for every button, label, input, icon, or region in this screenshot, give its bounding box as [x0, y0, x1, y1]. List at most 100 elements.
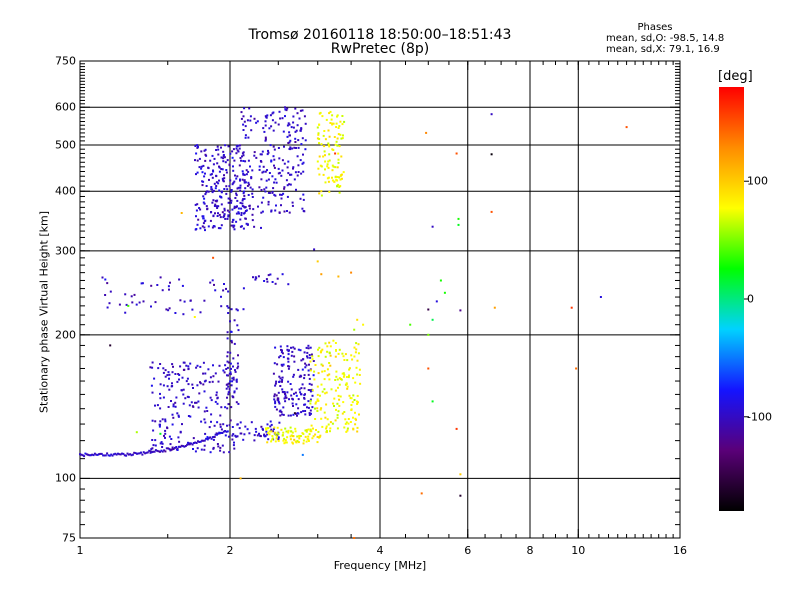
echo-point-o — [249, 115, 252, 118]
echo-point-o — [172, 416, 175, 419]
echo-point-o — [297, 398, 300, 401]
echo-point-o — [312, 360, 315, 362]
echo-point-o — [187, 365, 190, 368]
echo-point-o — [229, 419, 232, 422]
echo-point-o — [118, 453, 121, 456]
echo-point-o — [106, 306, 109, 309]
echo-point-o — [162, 371, 165, 374]
echo-point-o — [273, 164, 275, 167]
echo-point-o — [231, 221, 234, 223]
echo-point-o — [279, 193, 281, 196]
echo-point-o — [81, 454, 84, 457]
echo-point-o — [121, 452, 123, 455]
echo-point-o — [270, 428, 273, 431]
echo-point-o — [239, 225, 242, 228]
echo-point-o — [236, 199, 239, 202]
echo-point-o — [230, 341, 233, 344]
echo-point-o — [217, 205, 220, 208]
echo-point-o — [226, 159, 229, 162]
echo-point-x — [277, 439, 280, 442]
echo-point-x — [276, 431, 279, 434]
echo-point-o — [297, 348, 300, 351]
echo-point-x — [352, 416, 354, 419]
y-axis-label: Stationary phase Virtual Height [km] — [37, 210, 51, 414]
echo-point-o — [239, 201, 242, 204]
echo-point-x — [326, 165, 329, 168]
echo-point-o — [133, 451, 136, 454]
echo-point-o — [286, 195, 289, 198]
echo-point-x — [347, 418, 350, 420]
echo-point-x — [333, 405, 335, 407]
echo-point-o — [199, 208, 202, 211]
echo-point-o — [158, 423, 161, 426]
echo-point-o — [157, 367, 160, 370]
echo-point-o — [282, 406, 285, 409]
echo-point-o — [287, 122, 290, 125]
echo-point-o — [203, 410, 206, 413]
echo-point-o — [274, 400, 277, 403]
echo-point-o — [201, 171, 204, 174]
echo-point-x — [317, 399, 320, 402]
echo-point-outlier — [193, 316, 196, 318]
echo-point-o — [264, 435, 267, 438]
echo-point-o — [249, 119, 252, 122]
echo-point-x — [323, 378, 326, 381]
echo-point-o — [295, 188, 297, 191]
echo-point-o — [296, 155, 299, 158]
echo-point-o — [229, 179, 232, 182]
echo-point-o — [244, 206, 247, 209]
echo-point-o — [281, 380, 283, 383]
echo-point-o — [159, 392, 161, 395]
echo-point-o — [292, 413, 295, 416]
echo-point-o — [159, 383, 162, 386]
echo-point-x — [321, 425, 324, 428]
echo-point-x — [337, 133, 340, 136]
echo-point-x — [341, 115, 344, 117]
echo-point-o — [191, 308, 194, 311]
echo-point-x — [353, 399, 356, 401]
echo-point-x — [287, 431, 290, 434]
echo-point-o — [212, 364, 214, 367]
echo-point-o — [299, 197, 302, 200]
echo-point-o — [171, 382, 173, 385]
echo-point-o — [204, 193, 207, 196]
echo-point-o — [204, 432, 207, 435]
echo-point-o — [309, 409, 312, 412]
echo-point-o — [234, 174, 236, 177]
echo-point-o — [243, 194, 246, 197]
echo-point-o — [264, 124, 267, 127]
echo-point-o — [289, 139, 292, 142]
echo-point-o — [249, 186, 252, 189]
echo-point-x — [321, 348, 324, 351]
echo-point-x — [357, 343, 360, 346]
x-tick-label: 2 — [226, 544, 234, 557]
echo-point-o — [178, 278, 181, 281]
echo-point-o — [203, 149, 206, 152]
echo-point-x — [334, 342, 337, 344]
echo-point-x — [340, 137, 343, 140]
echo-point-o — [222, 155, 225, 158]
echo-point-o — [270, 423, 273, 426]
echo-point-o — [215, 205, 218, 208]
echo-point-o — [198, 392, 201, 395]
echo-point-o — [209, 451, 212, 454]
echo-point-o — [200, 420, 203, 423]
echo-point-o — [216, 402, 219, 405]
echo-point-o — [212, 446, 215, 449]
echo-point-o — [159, 397, 162, 400]
echo-point-o — [211, 436, 214, 439]
echo-point-x — [353, 355, 356, 358]
echo-point-x — [302, 433, 305, 435]
echo-point-o — [228, 185, 231, 188]
echo-point-o — [171, 446, 174, 449]
echo-point-outlier — [490, 210, 493, 213]
echo-point-x — [327, 166, 330, 169]
echo-point-o — [274, 178, 277, 181]
echo-point-o — [220, 305, 223, 308]
echo-point-o — [294, 141, 297, 143]
echo-point-o — [284, 108, 287, 111]
echo-point-o — [243, 190, 246, 193]
echo-point-o — [311, 394, 314, 397]
echo-point-o — [219, 195, 221, 198]
echo-point-o — [187, 368, 190, 371]
